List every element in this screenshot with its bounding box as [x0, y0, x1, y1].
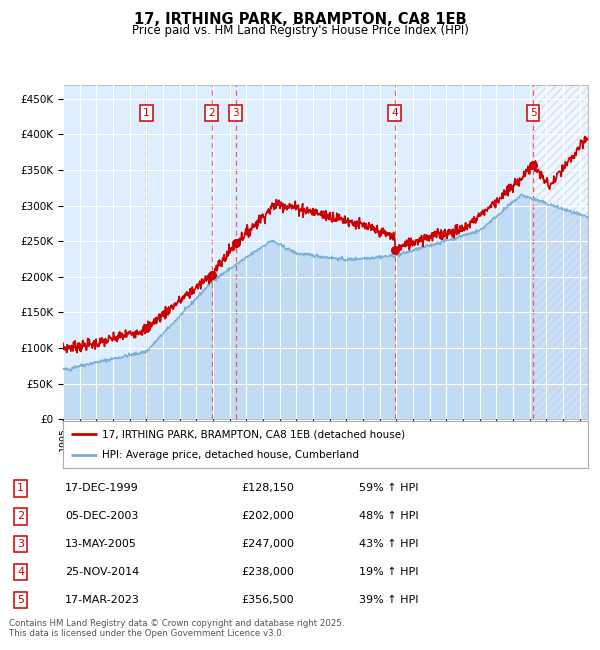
Text: 43% ↑ HPI: 43% ↑ HPI: [359, 540, 418, 549]
Text: 17-MAR-2023: 17-MAR-2023: [65, 595, 140, 605]
Text: 2: 2: [208, 108, 215, 118]
Text: Price paid vs. HM Land Registry's House Price Index (HPI): Price paid vs. HM Land Registry's House …: [131, 24, 469, 37]
Text: £356,500: £356,500: [241, 595, 294, 605]
Text: 39% ↑ HPI: 39% ↑ HPI: [359, 595, 418, 605]
Text: 48% ↑ HPI: 48% ↑ HPI: [359, 512, 418, 521]
Text: 1: 1: [17, 484, 24, 493]
Text: 19% ↑ HPI: 19% ↑ HPI: [359, 567, 418, 577]
Text: 4: 4: [391, 108, 398, 118]
Text: 59% ↑ HPI: 59% ↑ HPI: [359, 484, 418, 493]
Text: 3: 3: [232, 108, 239, 118]
Text: 5: 5: [17, 595, 24, 605]
Text: 17, IRTHING PARK, BRAMPTON, CA8 1EB: 17, IRTHING PARK, BRAMPTON, CA8 1EB: [134, 12, 466, 27]
Text: 1: 1: [143, 108, 149, 118]
Text: 25-NOV-2014: 25-NOV-2014: [65, 567, 139, 577]
Text: 3: 3: [17, 540, 24, 549]
Bar: [533, 84, 588, 419]
Text: £128,150: £128,150: [241, 484, 294, 493]
Text: Contains HM Land Registry data © Crown copyright and database right 2025.
This d: Contains HM Land Registry data © Crown c…: [9, 619, 344, 638]
Text: 17-DEC-1999: 17-DEC-1999: [65, 484, 139, 493]
Text: 2: 2: [17, 512, 24, 521]
Text: 05-DEC-2003: 05-DEC-2003: [65, 512, 138, 521]
Text: 13-MAY-2005: 13-MAY-2005: [65, 540, 137, 549]
Text: 17, IRTHING PARK, BRAMPTON, CA8 1EB (detached house): 17, IRTHING PARK, BRAMPTON, CA8 1EB (det…: [103, 429, 406, 439]
Text: £238,000: £238,000: [241, 567, 294, 577]
Text: 5: 5: [530, 108, 536, 118]
Text: HPI: Average price, detached house, Cumberland: HPI: Average price, detached house, Cumb…: [103, 450, 359, 460]
Text: 4: 4: [17, 567, 24, 577]
Text: £247,000: £247,000: [241, 540, 294, 549]
Text: £202,000: £202,000: [241, 512, 294, 521]
